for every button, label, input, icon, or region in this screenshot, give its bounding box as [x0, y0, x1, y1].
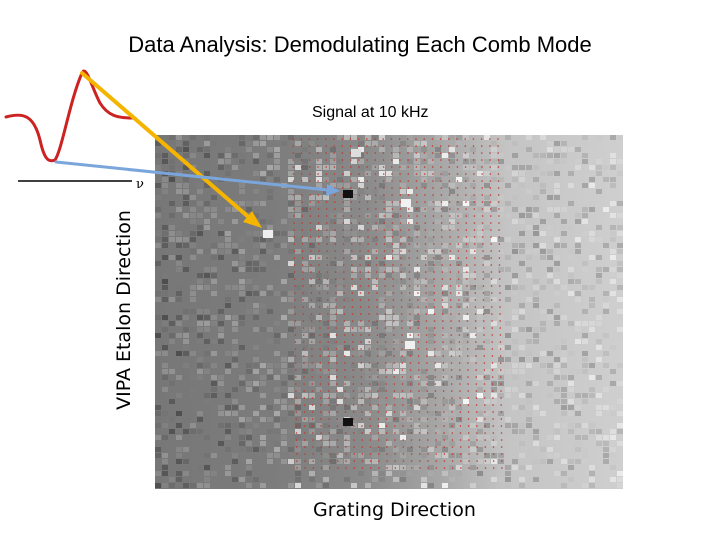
slide-title: Data Analysis: Demodulating Each Comb Mo…	[128, 32, 592, 57]
bright-spots	[263, 149, 415, 426]
red-waveform	[4, 69, 134, 163]
camera-image	[155, 135, 623, 489]
x-axis-label: Grating Direction	[313, 499, 476, 521]
nu-symbol: ν	[136, 177, 144, 192]
signal-label: Signal at 10 kHz	[312, 104, 429, 121]
y-axis-label: VIPA Etalon Direction	[113, 210, 135, 410]
comb-mode-grid	[292, 138, 503, 469]
